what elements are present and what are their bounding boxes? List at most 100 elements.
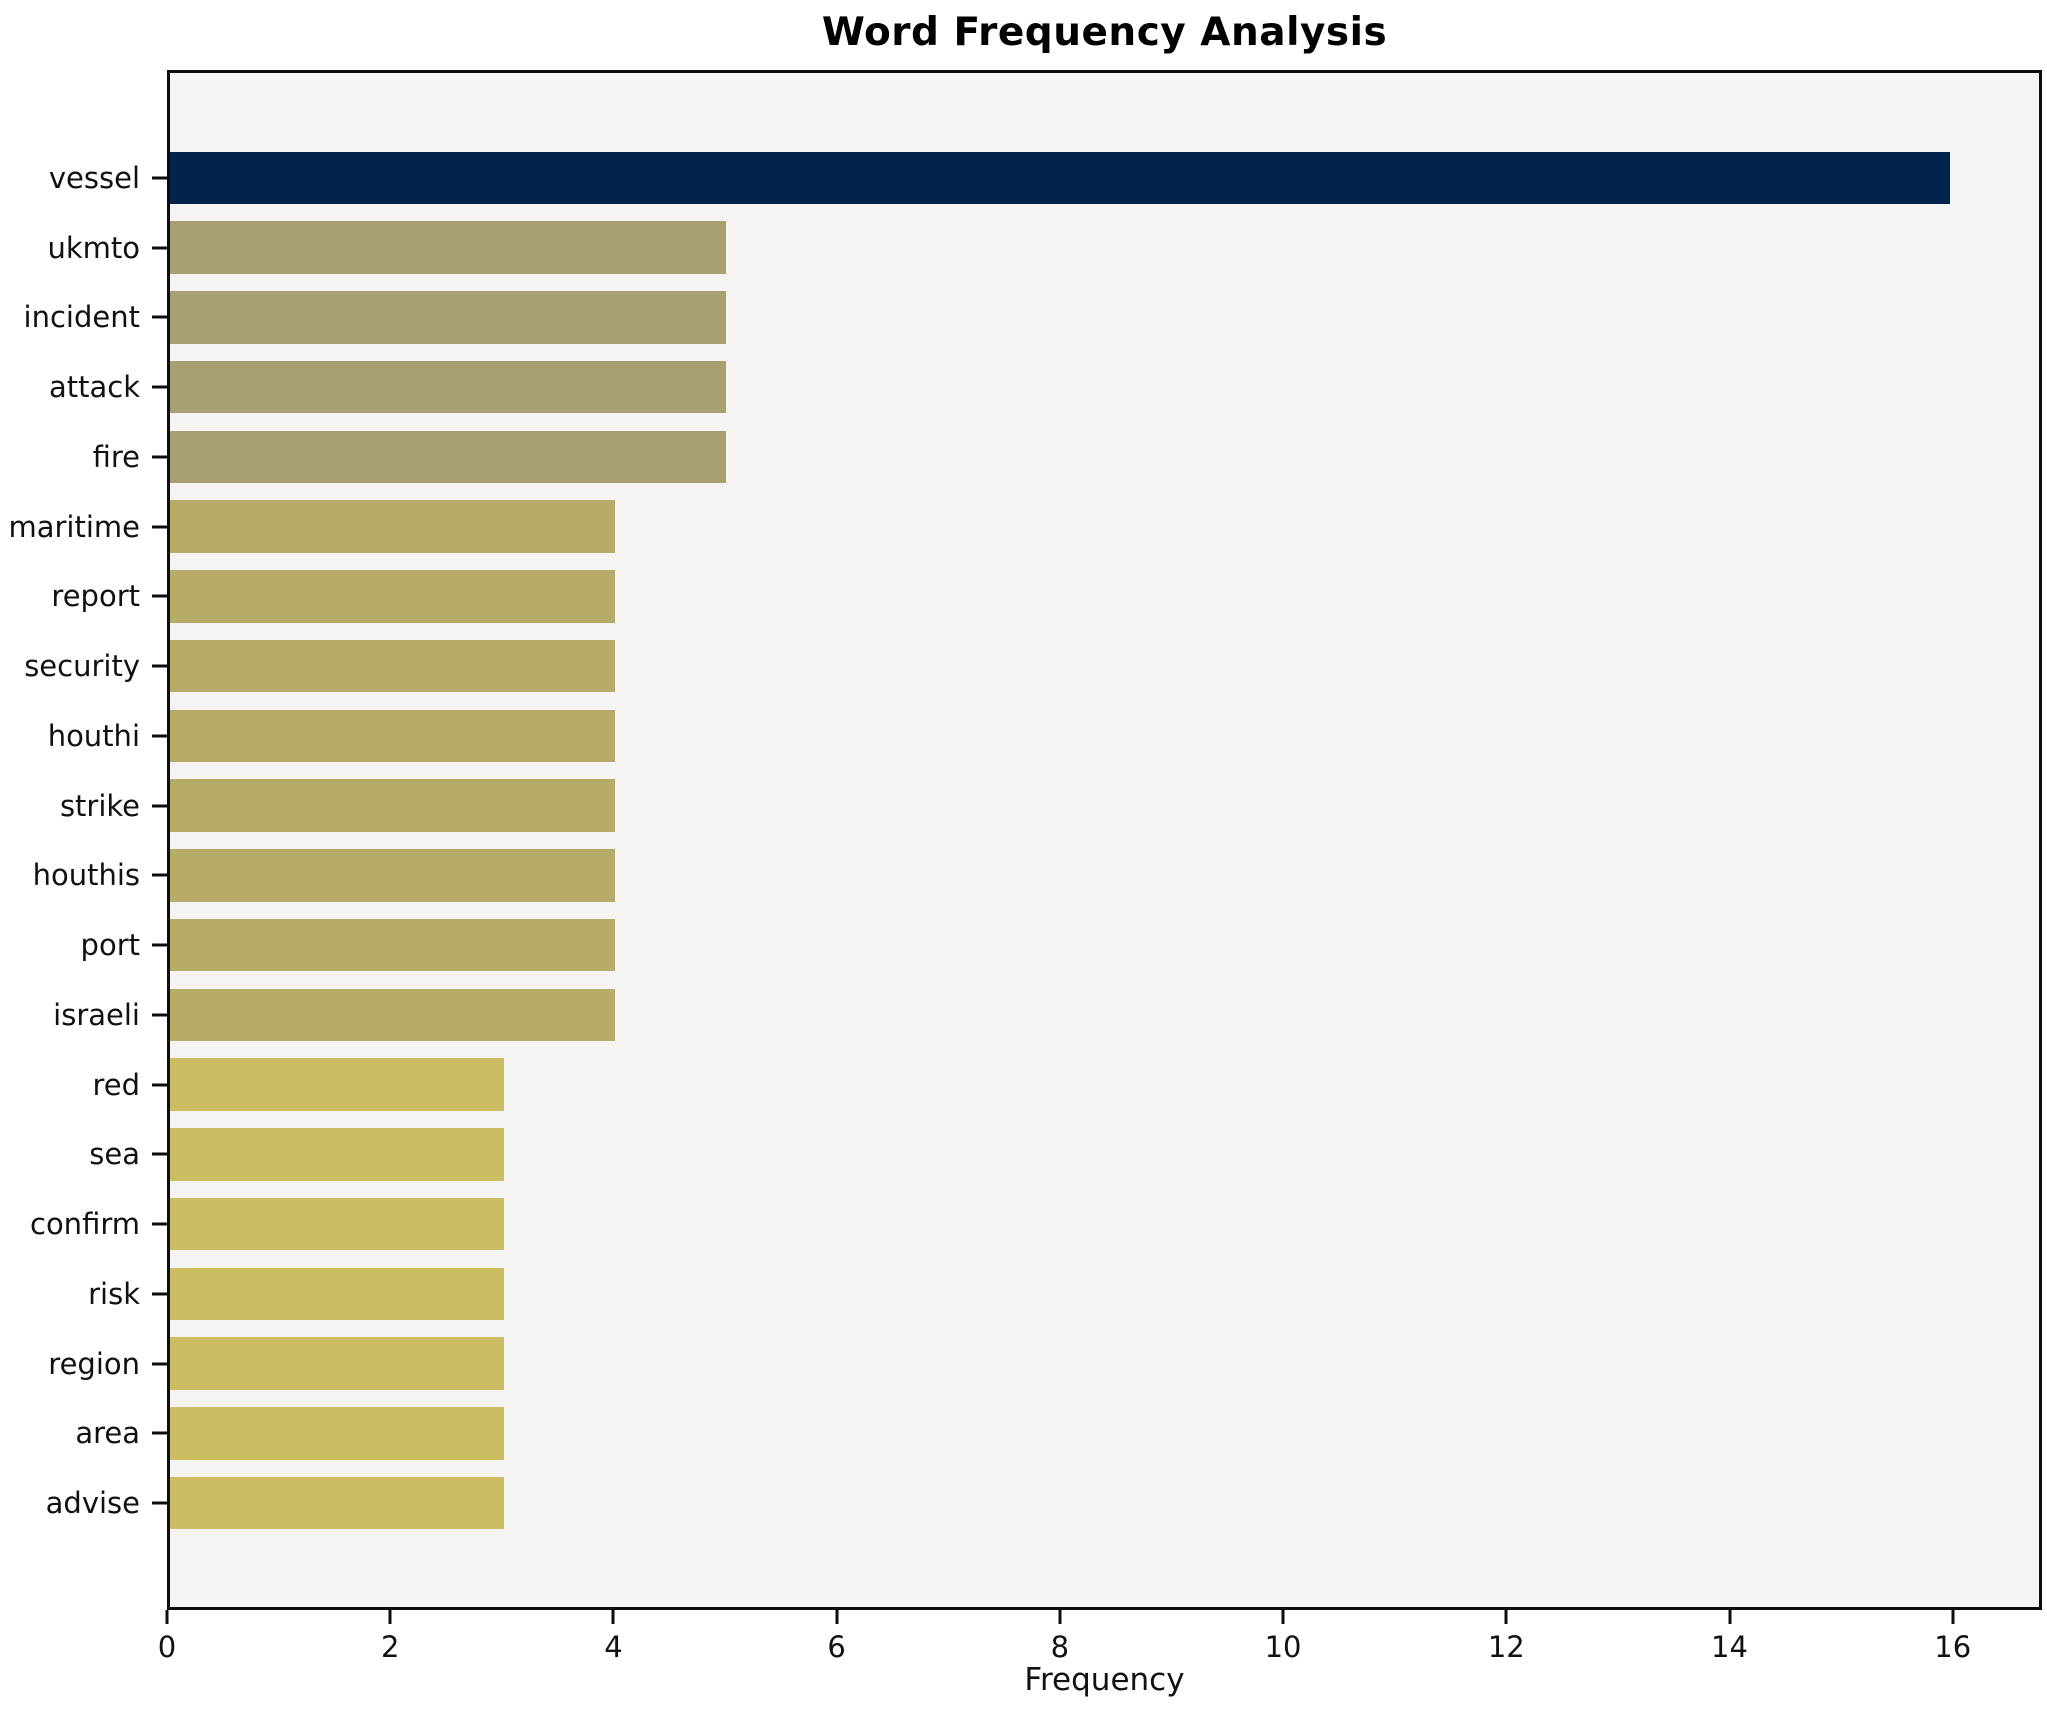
bar-row: fire [93,422,2039,492]
y-tick-mark [152,594,167,598]
bar-row: ukmto [47,213,2039,283]
bar-row: report [51,562,2039,632]
bar [170,1058,504,1111]
bar [170,430,727,484]
bar [170,221,727,274]
x-tick-mark [1058,1610,1062,1624]
x-tick-mark [1281,1610,1285,1624]
bar [170,1128,504,1181]
y-tick-label: attack [48,370,140,405]
y-tick-mark [152,1083,167,1087]
y-tick-mark [152,943,167,947]
bar-row: israeli [53,980,2039,1050]
x-tick-mark [1504,1610,1508,1624]
x-tick-mark [165,1610,169,1624]
y-tick-label: advise [45,1486,140,1521]
bar-row: houthis [33,841,2039,911]
bar-row: risk [88,1259,2039,1329]
bars-area: vessel ukmto incident attack fire maritime rep… [8,73,2039,1607]
y-tick-mark [152,1152,167,1156]
y-tick-label: vessel [48,160,140,195]
bar [170,1337,504,1390]
x-tick-mark [611,1610,615,1624]
y-tick-label: fire [92,439,140,474]
x-tick-label: 6 [827,1630,846,1664]
y-tick-mark [152,1501,167,1505]
y-tick-mark [152,664,167,668]
y-tick-mark [152,804,167,808]
y-tick-label: houthi [47,718,140,753]
x-tick-label: 8 [1050,1630,1070,1664]
y-tick-mark [152,1222,167,1226]
x-tick-label: 2 [380,1630,400,1664]
bar [170,639,615,693]
bar [170,709,615,763]
bar [170,570,615,623]
y-tick-mark [152,1362,167,1366]
bar-row: incident [24,283,2039,353]
y-tick-label: maritime [8,509,140,544]
bar [170,779,615,832]
bar [170,988,615,1042]
y-tick-label: incident [23,300,140,335]
x-tick-label: 4 [604,1630,623,1664]
y-tick-label: red [92,1067,140,1102]
y-tick-mark [152,734,167,738]
y-tick-mark [152,315,167,319]
y-tick-label: houthis [32,858,140,893]
bar [170,1407,504,1460]
bar [170,1476,504,1530]
bar [170,1267,504,1321]
y-tick-mark [152,525,167,529]
y-tick-mark [152,385,167,389]
bar-row: sea [89,1120,2039,1190]
y-tick-label: strike [59,788,140,823]
y-tick-mark [152,1431,167,1435]
y-tick-label: region [48,1346,140,1381]
bar-row: area [75,1399,2039,1469]
x-axis-label: Frequency [1024,1662,1185,1698]
bar [170,1197,504,1251]
bar-row: security [24,631,2039,701]
bar [170,500,615,553]
plot-area: vessel ukmto incident attack fire maritime rep… [8,70,2042,1610]
x-tick-label: 0 [157,1630,177,1664]
chart-title: Word Frequency Analysis [821,10,1388,55]
x-tick-label: 12 [1487,1630,1525,1664]
y-tick-label: confirm [30,1207,140,1242]
y-tick-label: report [51,579,140,614]
y-tick-mark [152,176,167,180]
bar [170,151,1950,205]
x-tick-label: 16 [1934,1630,1972,1664]
y-tick-label: israeli [53,997,140,1032]
bar-row: maritime [8,492,2039,562]
y-tick-mark [152,246,167,250]
y-tick-label: sea [89,1137,140,1172]
y-tick-mark [152,873,167,877]
y-tick-label: risk [88,1276,140,1311]
bar-row: advise [46,1468,2039,1538]
bar-row: confirm [30,1189,2039,1259]
y-tick-mark [152,1292,167,1296]
y-tick-label: security [24,649,140,684]
bar-row: region [48,1329,2039,1399]
x-tick-label: 10 [1264,1630,1302,1664]
bar [170,291,727,344]
bar-row: red [92,1050,2039,1120]
y-tick-label: area [75,1416,140,1451]
bar-row: vessel [49,143,2039,213]
bar-row: attack [49,352,2039,422]
bar [170,918,615,972]
y-tick-label: port [80,928,140,963]
x-tick-mark [1728,1610,1731,1624]
bar-row: houthi [48,701,2039,771]
x-tick-mark [388,1610,392,1624]
bar-row: port [81,910,2039,980]
bar [170,360,727,414]
x-tick-mark [1951,1610,1955,1624]
bar [170,849,615,902]
y-tick-label: ukmto [47,230,140,265]
x-tick-mark [835,1610,839,1624]
y-tick-mark [152,1013,167,1017]
